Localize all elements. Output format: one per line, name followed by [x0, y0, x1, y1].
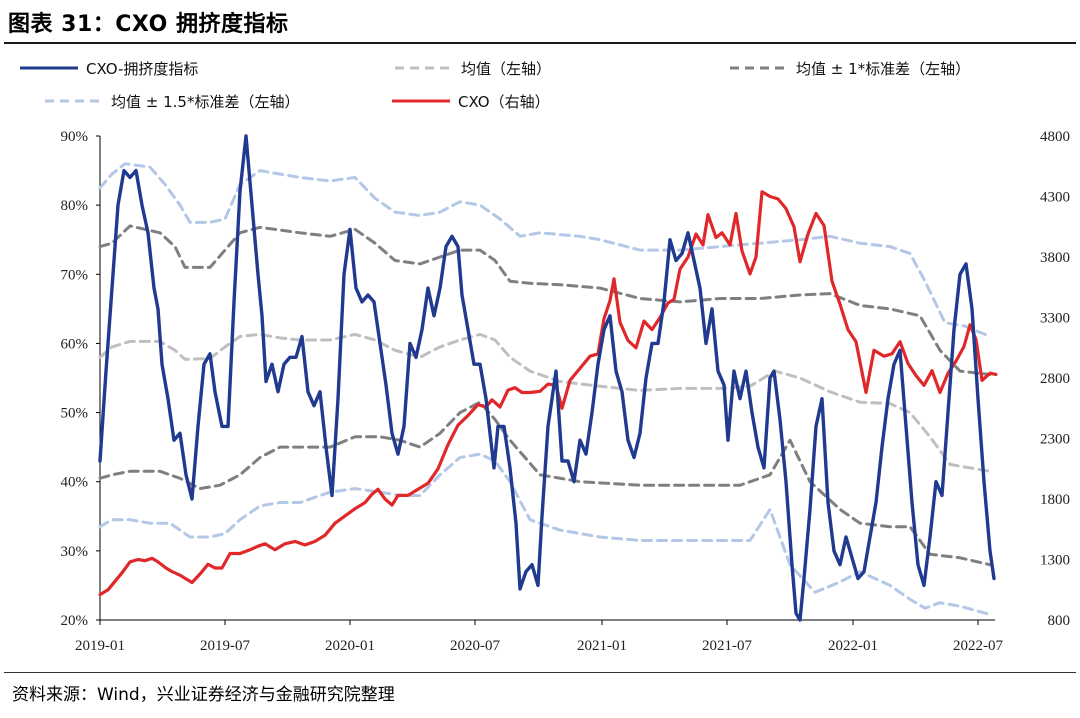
- y-right-tick-label: 3300: [1040, 311, 1070, 327]
- x-tick-label: 2020-01: [325, 638, 375, 654]
- y-right-tick-label: 2800: [1040, 371, 1070, 387]
- y-right-tick-label: 4300: [1040, 190, 1070, 206]
- y-left-tick-label: 20%: [61, 613, 89, 629]
- x-tick-label: 2020-07: [450, 638, 500, 654]
- legend-label: 均值 ± 1.5*标准差（左轴）: [111, 93, 299, 111]
- y-left-tick-label: 80%: [61, 198, 89, 214]
- y-left-tick-label: 70%: [61, 267, 89, 283]
- y-right-tick-label: 2300: [1040, 432, 1070, 448]
- mean-line: [98, 332, 992, 473]
- legend-label: CXO（右轴）: [458, 93, 550, 111]
- y-right-tick-label: 800: [1048, 613, 1071, 629]
- y-left-tick-label: 50%: [61, 406, 89, 422]
- title-divider: [4, 42, 1076, 44]
- cxo-price-line: [98, 190, 998, 597]
- crowding-indicator-line: [98, 134, 996, 622]
- x-tick-label: 2022-07: [953, 638, 1003, 654]
- legend-label: CXO-拥挤度指标: [86, 60, 198, 78]
- band-plus-1-std-line: [98, 224, 992, 376]
- y-right-tick-label: 4800: [1040, 129, 1070, 145]
- band-minus-1.5-std-line: [98, 452, 992, 616]
- x-tick-label: 2019-01: [75, 638, 125, 654]
- band-plus-1.5-std-line: [98, 162, 992, 338]
- source-note: 资料来源：Wind，兴业证券经济与金融研究院整理: [12, 685, 395, 705]
- x-tick-label: 2022-01: [828, 638, 878, 654]
- y-left-tick-label: 60%: [61, 336, 89, 352]
- legend-label: 均值 ± 1*标准差（左轴）: [796, 60, 970, 78]
- y-right-tick-label: 1300: [1040, 553, 1070, 569]
- legend-label: 均值（左轴）: [461, 60, 551, 78]
- y-right-tick-label: 1800: [1040, 492, 1070, 508]
- x-tick-label: 2021-01: [577, 638, 627, 654]
- chart-title: 图表 31：CXO 拥挤度指标: [8, 12, 289, 37]
- y-left-tick-label: 30%: [61, 544, 89, 560]
- x-tick-label: 2019-07: [200, 638, 250, 654]
- source-divider: [4, 672, 1076, 673]
- band-minus-1-std-line: [98, 400, 992, 567]
- y-right-tick-label: 3800: [1040, 250, 1070, 266]
- y-left-tick-label: 90%: [61, 129, 89, 145]
- x-tick-label: 2021-07: [702, 638, 752, 654]
- y-left-tick-label: 40%: [61, 475, 89, 491]
